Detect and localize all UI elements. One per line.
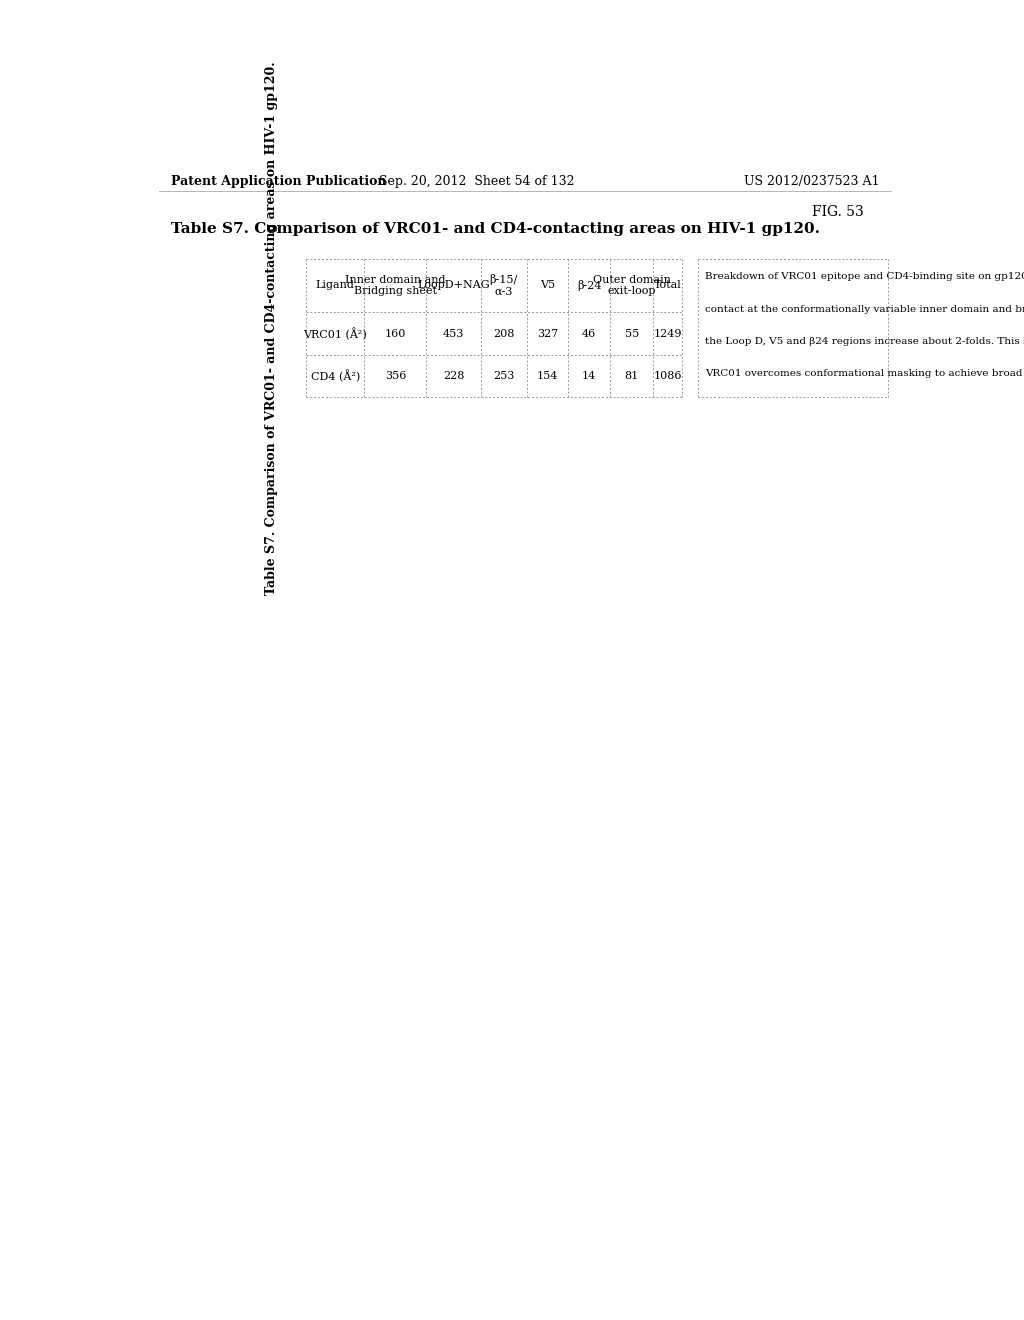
Text: 253: 253: [494, 371, 515, 381]
Text: Total: Total: [654, 280, 682, 290]
Text: Table S7. Comparison of VRC01- and CD4-contacting areas on HIV-1 gp120.: Table S7. Comparison of VRC01- and CD4-c…: [171, 222, 819, 235]
Text: 160: 160: [385, 329, 407, 338]
Text: LoopD+NAG: LoopD+NAG: [417, 280, 489, 290]
Text: 208: 208: [494, 329, 515, 338]
Text: 14: 14: [582, 371, 596, 381]
Text: VRC01 (Å²): VRC01 (Å²): [303, 327, 368, 339]
Text: FIG. 53: FIG. 53: [812, 205, 864, 219]
Text: Breakdown of VRC01 epitope and CD4-binding site on gp120 indicates that VRC01 ha: Breakdown of VRC01 epitope and CD4-bindi…: [706, 272, 1024, 281]
Text: 327: 327: [537, 329, 558, 338]
Text: VRC01 overcomes conformational masking to achieve broad and potent neutralizatio: VRC01 overcomes conformational masking t…: [706, 370, 1024, 378]
Text: contact at the conformationally variable inner domain and bridging sheet, while : contact at the conformationally variable…: [706, 305, 1024, 314]
Text: Inner domain and
Bridging sheet: Inner domain and Bridging sheet: [345, 275, 445, 296]
Text: Ligand: Ligand: [315, 280, 354, 290]
Text: 356: 356: [385, 371, 407, 381]
Text: CD4 (Å²): CD4 (Å²): [310, 370, 360, 383]
Text: V5: V5: [540, 280, 555, 290]
Text: the Loop D, V5 and β24 regions increase about 2-folds. This shift of binding pat: the Loop D, V5 and β24 regions increase …: [706, 337, 1024, 346]
Text: 81: 81: [625, 371, 639, 381]
Text: Patent Application Publication: Patent Application Publication: [171, 176, 386, 189]
Text: β-24: β-24: [577, 280, 601, 290]
Text: 453: 453: [442, 329, 464, 338]
Text: 1249: 1249: [653, 329, 682, 338]
Text: Table S7. Comparison of VRC01- and CD4-contacting areas on HIV-1 gp120.: Table S7. Comparison of VRC01- and CD4-c…: [265, 61, 278, 594]
Text: US 2012/0237523 A1: US 2012/0237523 A1: [744, 176, 880, 189]
Text: 154: 154: [537, 371, 558, 381]
Text: 1086: 1086: [653, 371, 682, 381]
Text: β-15/
α-3: β-15/ α-3: [489, 275, 518, 297]
Text: Sep. 20, 2012  Sheet 54 of 132: Sep. 20, 2012 Sheet 54 of 132: [379, 176, 574, 189]
Text: 46: 46: [582, 329, 596, 338]
Text: 55: 55: [625, 329, 639, 338]
Text: 228: 228: [442, 371, 464, 381]
Text: Outer domain
exit-loop: Outer domain exit-loop: [593, 275, 671, 296]
